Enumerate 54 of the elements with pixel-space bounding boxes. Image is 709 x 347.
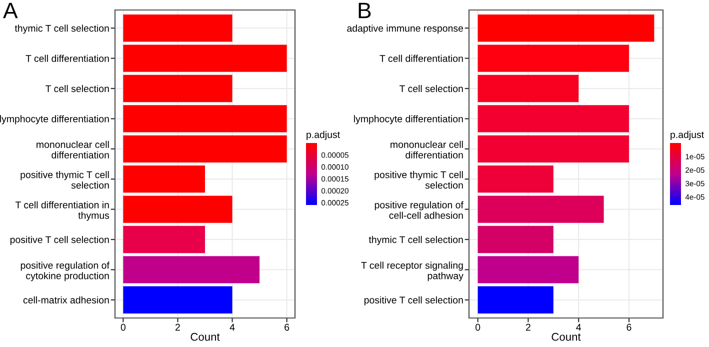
- x-tick-label: 4: [230, 324, 235, 331]
- bar: [123, 135, 287, 162]
- y-tick-label: positive regulation of cytokine production: [20, 262, 110, 282]
- y-tick-label: cell-matrix adhesion: [23, 296, 109, 304]
- bar: [478, 256, 579, 284]
- y-tick-label: T cell differentiation: [26, 54, 109, 62]
- y-tick-label: adaptive immune response: [347, 24, 464, 34]
- y-tick-label: T cell selection: [400, 84, 463, 92]
- bar: [123, 74, 232, 102]
- x-tick-label: 4: [576, 324, 582, 331]
- x-tick-label: 0: [120, 324, 126, 331]
- y-tick-label: positive thymic T cell selection: [374, 171, 463, 189]
- bar: [123, 44, 287, 72]
- bar: [123, 105, 287, 132]
- bar: [478, 14, 654, 42]
- x-tick-label: 2: [526, 324, 530, 331]
- bar: [123, 256, 260, 284]
- bar: [123, 196, 232, 223]
- x-axis-title: Count: [552, 332, 581, 341]
- y-tick-label: positive T cell selection: [364, 296, 463, 306]
- x-tick-label: 0: [475, 324, 480, 331]
- bar: [478, 44, 629, 72]
- y-tick-label: thymic T cell selection: [14, 24, 109, 34]
- y-tick-label: mononuclear cell differentiation: [390, 140, 463, 158]
- bar: [123, 14, 232, 42]
- bar: [478, 74, 579, 102]
- bar: [123, 286, 232, 314]
- y-tick-label: positive regulation of cell-cell adhesion: [374, 201, 464, 219]
- y-tick-label: mononuclear cell differentiation: [36, 140, 109, 158]
- chart-title: B: [358, 2, 371, 18]
- x-tick-label: 6: [284, 324, 290, 331]
- bar: [123, 226, 205, 254]
- bar: [478, 166, 554, 193]
- x-tick-label: 2: [176, 324, 180, 331]
- x-axis-title: Count: [190, 332, 220, 341]
- y-tick-label: T cell differentiation in thymus: [15, 201, 110, 221]
- chart-title: A: [3, 2, 18, 18]
- bar: [478, 105, 629, 132]
- bar: [123, 166, 205, 193]
- y-tick-label: T cell selection: [46, 84, 109, 92]
- bar: [478, 135, 629, 162]
- y-tick-label: lymphocyte differentiation: [354, 115, 463, 124]
- bar: [478, 226, 554, 254]
- y-tick-label: lymphocyte differentiation: [0, 115, 109, 124]
- y-tick-label: T cell receptor signaling pathway: [361, 262, 464, 282]
- color-bar-title: p.adjust: [306, 130, 340, 140]
- color-bar-title: p.adjust: [670, 130, 704, 140]
- y-tick-label: thymic T cell selection: [368, 236, 463, 246]
- x-tick-label: 6: [626, 324, 632, 331]
- y-tick-label: positive thymic T cell selection: [20, 171, 109, 189]
- y-tick-label: positive T cell selection: [10, 236, 109, 246]
- bar: [478, 286, 554, 314]
- bar: [478, 196, 604, 223]
- y-tick-label: T cell differentiation: [380, 54, 463, 62]
